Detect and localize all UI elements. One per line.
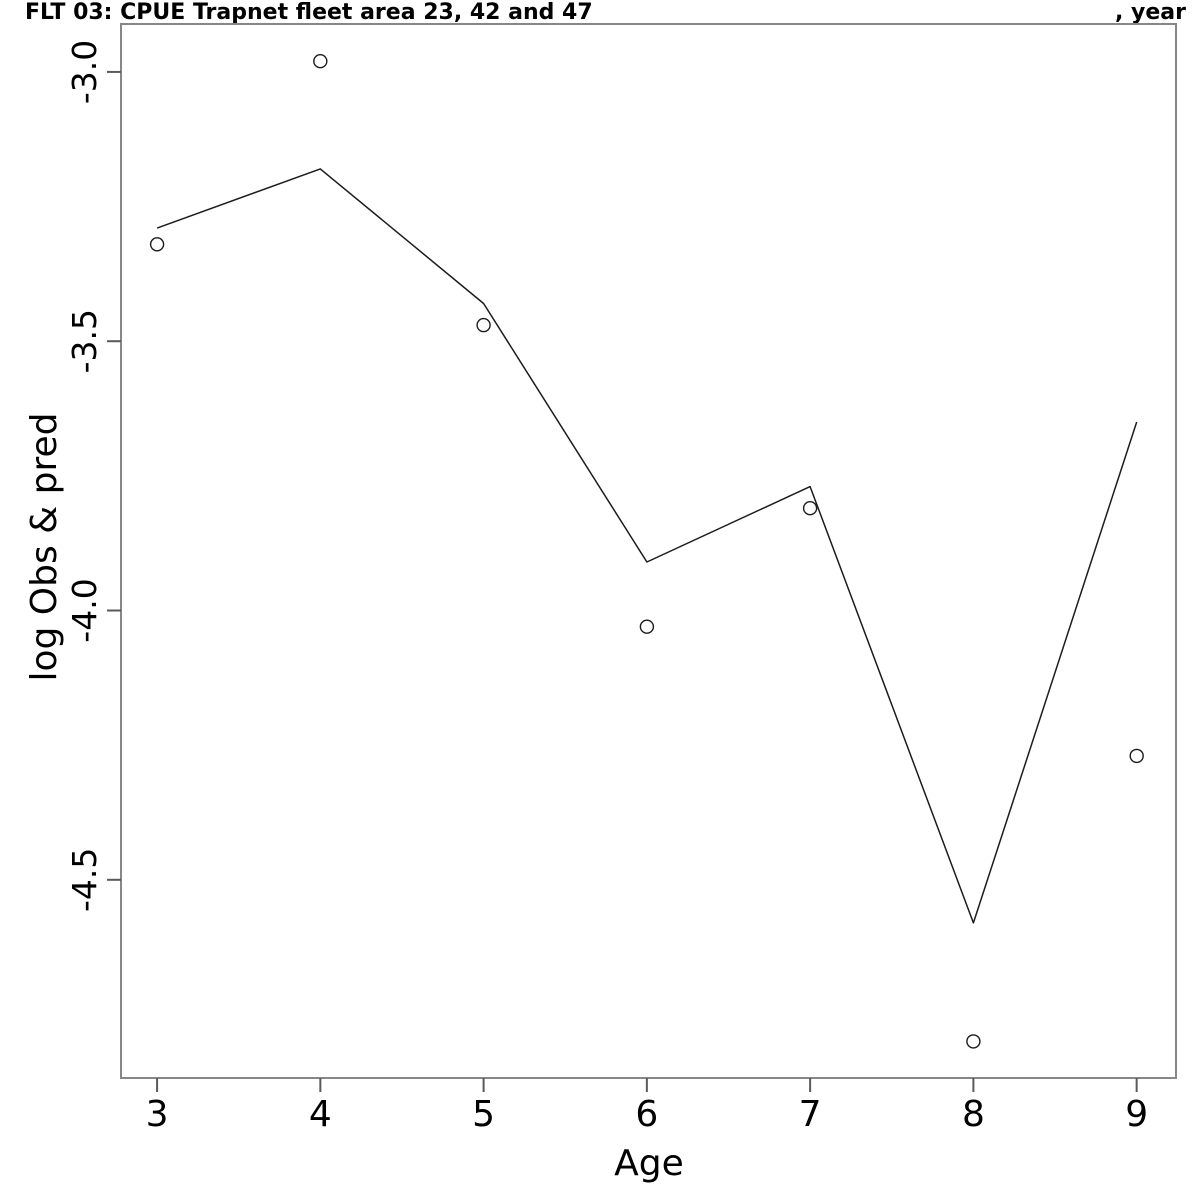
x-tick-label: 4	[309, 1094, 332, 1135]
observed-data-point	[639, 619, 655, 634]
observed-data-point	[802, 501, 818, 516]
observed-data-point	[149, 237, 165, 252]
prediction-line	[156, 168, 1138, 924]
y-tick-label: -4.0	[65, 578, 104, 642]
observed-data-point	[476, 317, 491, 333]
observed-data-point	[966, 1034, 981, 1049]
observed-data-point	[313, 54, 328, 69]
plot-box	[120, 23, 1177, 1079]
observed-data-point	[1129, 748, 1144, 764]
x-tick-label: 7	[799, 1094, 822, 1135]
x-axis: 3 4 5 6 7 8 9	[146, 1078, 1148, 1135]
x-tick-label: 3	[146, 1094, 169, 1135]
x-tick-label: 8	[962, 1094, 985, 1135]
y-axis: -3.0 -3.5 -4.0 -4.5	[65, 40, 121, 912]
observed-points-group	[149, 54, 1144, 1049]
x-tick-label: 9	[1125, 1094, 1148, 1135]
y-axis-title: log Obs & pred	[24, 412, 65, 681]
y-tick-label: -3.5	[65, 309, 104, 373]
chart-title: FLT 03: CPUE Trapnet fleet area 23, 42 a…	[25, 0, 593, 25]
x-tick-label: 5	[472, 1094, 495, 1135]
y-tick-label: -4.5	[65, 848, 104, 912]
chart-title-suffix: , year	[1115, 0, 1186, 25]
x-tick-label: 6	[635, 1094, 658, 1135]
y-tick-label: -3.0	[65, 40, 104, 104]
x-axis-title: Age	[614, 1143, 684, 1184]
prediction-line-group	[156, 168, 1138, 924]
